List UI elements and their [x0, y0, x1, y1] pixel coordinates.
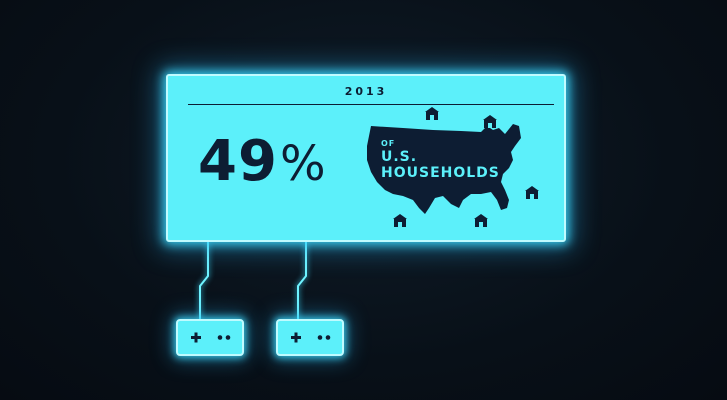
- label-of: OF: [381, 139, 396, 148]
- percent-value: 49: [198, 129, 278, 194]
- percent-symbol: %: [279, 136, 326, 192]
- house-icon: [525, 186, 539, 199]
- label-us: U.S.: [381, 149, 418, 165]
- households-label: OF U.S. HOUSEHOLDS: [381, 139, 500, 181]
- house-icon: [393, 214, 407, 227]
- label-households: HOUSEHOLDS: [381, 165, 500, 181]
- stat-panel: 2013 49% OF U.S. HOUSEHOLDS: [166, 74, 566, 242]
- year-divider: [188, 104, 554, 105]
- us-map-icon: [367, 124, 521, 214]
- wire-right: [297, 242, 307, 319]
- game-controller-icon: [191, 332, 231, 343]
- year-label: 2013: [344, 85, 388, 98]
- game-controller-left: [176, 319, 244, 356]
- game-controller-right: [276, 319, 344, 356]
- house-icon: [483, 115, 497, 128]
- game-controller-icon: [291, 332, 331, 343]
- house-icon: [474, 214, 488, 227]
- percent-figure: 49%: [198, 134, 326, 190]
- house-icon: [425, 107, 439, 120]
- wire-left: [199, 242, 209, 319]
